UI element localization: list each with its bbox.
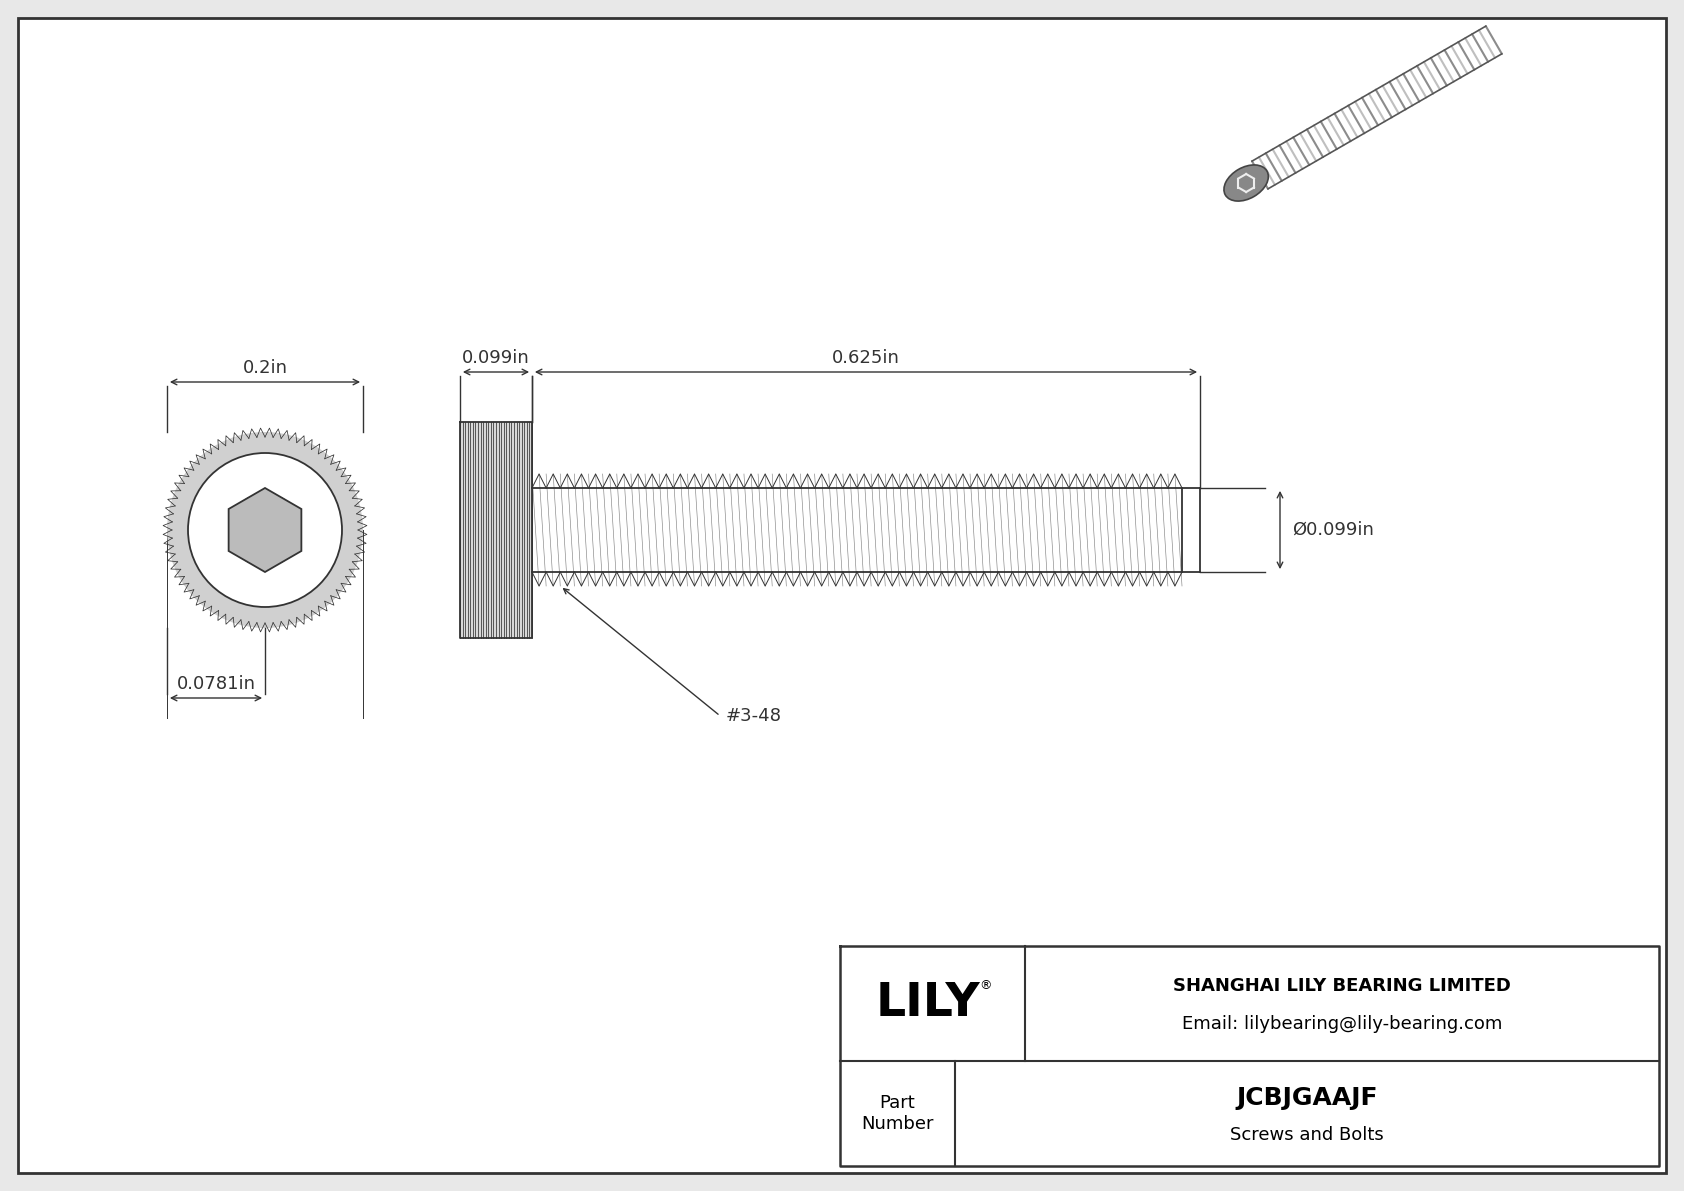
- Bar: [840, 946, 1659, 1166]
- Polygon shape: [229, 488, 301, 572]
- Circle shape: [229, 493, 301, 567]
- Circle shape: [189, 453, 342, 607]
- Text: 0.0781in: 0.0781in: [177, 675, 256, 693]
- Text: #3-48: #3-48: [726, 707, 781, 725]
- Text: LILY: LILY: [876, 981, 980, 1025]
- Bar: [460, 422, 532, 638]
- Ellipse shape: [1224, 164, 1268, 201]
- Text: JCBJGAAJF: JCBJGAAJF: [1236, 1086, 1378, 1110]
- Text: SHANGHAI LILY BEARING LIMITED: SHANGHAI LILY BEARING LIMITED: [1174, 978, 1511, 996]
- Text: Ø0.099in: Ø0.099in: [1292, 520, 1374, 540]
- Text: Part
Number: Part Number: [861, 1095, 933, 1133]
- Text: ®: ®: [980, 979, 992, 992]
- Text: 0.2in: 0.2in: [242, 358, 288, 378]
- Text: 0.625in: 0.625in: [832, 349, 899, 367]
- Text: Screws and Bolts: Screws and Bolts: [1229, 1125, 1384, 1143]
- Text: 0.099in: 0.099in: [461, 349, 530, 367]
- Text: Email: lilybearing@lily-bearing.com: Email: lilybearing@lily-bearing.com: [1182, 1015, 1502, 1034]
- Circle shape: [167, 432, 364, 628]
